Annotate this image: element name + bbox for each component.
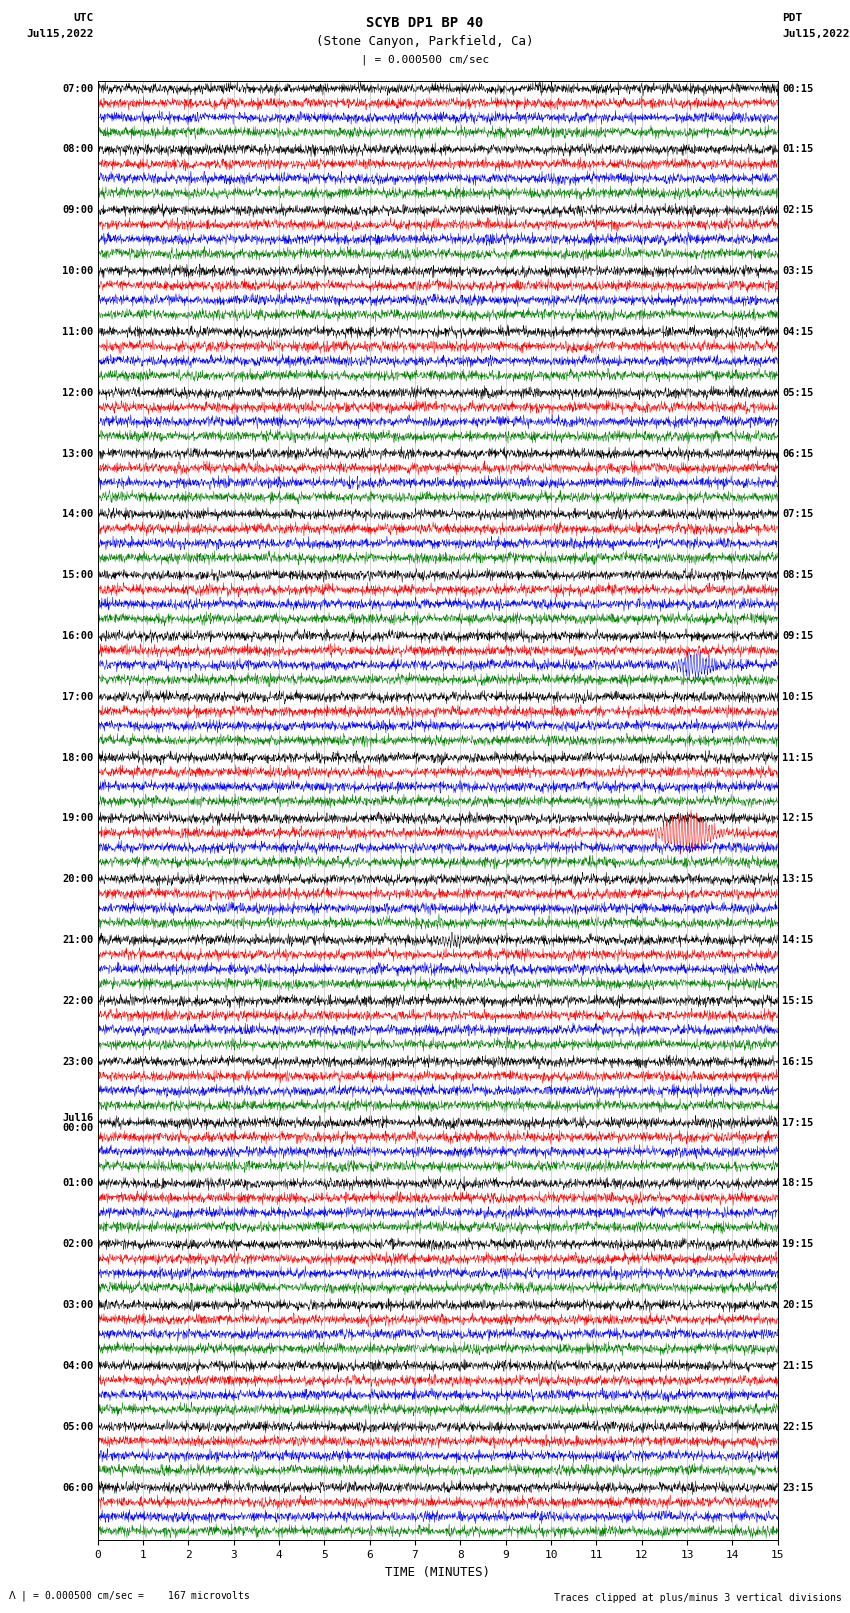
Text: 14:15: 14:15 xyxy=(782,936,813,945)
Text: UTC: UTC xyxy=(73,13,94,23)
Text: PDT: PDT xyxy=(782,13,802,23)
Text: 16:00: 16:00 xyxy=(62,631,94,640)
Text: Jul15,2022: Jul15,2022 xyxy=(782,29,849,39)
Text: | = 0.000500 cm/sec: | = 0.000500 cm/sec xyxy=(361,55,489,66)
Text: 13:00: 13:00 xyxy=(62,448,94,458)
Text: 14:00: 14:00 xyxy=(62,510,94,519)
Text: 21:00: 21:00 xyxy=(62,936,94,945)
Text: Traces clipped at plus/minus 3 vertical divisions: Traces clipped at plus/minus 3 vertical … xyxy=(553,1594,842,1603)
Text: 23:00: 23:00 xyxy=(62,1057,94,1066)
Text: 18:15: 18:15 xyxy=(782,1179,813,1189)
Text: 06:00: 06:00 xyxy=(62,1482,94,1492)
Text: 03:00: 03:00 xyxy=(62,1300,94,1310)
Text: 04:00: 04:00 xyxy=(62,1361,94,1371)
Text: 17:00: 17:00 xyxy=(62,692,94,702)
Text: 09:15: 09:15 xyxy=(782,631,813,640)
Text: 11:15: 11:15 xyxy=(782,753,813,763)
Text: 13:15: 13:15 xyxy=(782,874,813,884)
Text: SCYB DP1 BP 40: SCYB DP1 BP 40 xyxy=(366,16,484,31)
Text: 15:15: 15:15 xyxy=(782,995,813,1007)
Text: 21:15: 21:15 xyxy=(782,1361,813,1371)
Text: 07:15: 07:15 xyxy=(782,510,813,519)
Text: 01:00: 01:00 xyxy=(62,1179,94,1189)
Text: 02:15: 02:15 xyxy=(782,205,813,215)
Text: 16:15: 16:15 xyxy=(782,1057,813,1066)
Text: Jul16
00:00: Jul16 00:00 xyxy=(62,1113,94,1132)
Text: 01:15: 01:15 xyxy=(782,145,813,155)
Text: 22:00: 22:00 xyxy=(62,995,94,1007)
Text: 23:15: 23:15 xyxy=(782,1482,813,1492)
Text: 20:15: 20:15 xyxy=(782,1300,813,1310)
X-axis label: TIME (MINUTES): TIME (MINUTES) xyxy=(385,1566,490,1579)
Text: 19:15: 19:15 xyxy=(782,1239,813,1248)
Text: 12:15: 12:15 xyxy=(782,813,813,824)
Text: 08:15: 08:15 xyxy=(782,571,813,581)
Text: 06:15: 06:15 xyxy=(782,448,813,458)
Text: (Stone Canyon, Parkfield, Ca): (Stone Canyon, Parkfield, Ca) xyxy=(316,35,534,48)
Text: 10:00: 10:00 xyxy=(62,266,94,276)
Text: 03:15: 03:15 xyxy=(782,266,813,276)
Text: 05:00: 05:00 xyxy=(62,1421,94,1432)
Text: 20:00: 20:00 xyxy=(62,874,94,884)
Text: Jul15,2022: Jul15,2022 xyxy=(26,29,94,39)
Text: 22:15: 22:15 xyxy=(782,1421,813,1432)
Text: 02:00: 02:00 xyxy=(62,1239,94,1248)
Text: $\Lambda$ | = 0.000500 cm/sec =    167 microvolts: $\Lambda$ | = 0.000500 cm/sec = 167 micr… xyxy=(8,1589,251,1603)
Text: 11:00: 11:00 xyxy=(62,327,94,337)
Text: 18:00: 18:00 xyxy=(62,753,94,763)
Text: 08:00: 08:00 xyxy=(62,145,94,155)
Text: 09:00: 09:00 xyxy=(62,205,94,215)
Text: 05:15: 05:15 xyxy=(782,387,813,398)
Text: 12:00: 12:00 xyxy=(62,387,94,398)
Text: 07:00: 07:00 xyxy=(62,84,94,94)
Text: 17:15: 17:15 xyxy=(782,1118,813,1127)
Text: 04:15: 04:15 xyxy=(782,327,813,337)
Text: 10:15: 10:15 xyxy=(782,692,813,702)
Text: 19:00: 19:00 xyxy=(62,813,94,824)
Text: 00:15: 00:15 xyxy=(782,84,813,94)
Text: 15:00: 15:00 xyxy=(62,571,94,581)
